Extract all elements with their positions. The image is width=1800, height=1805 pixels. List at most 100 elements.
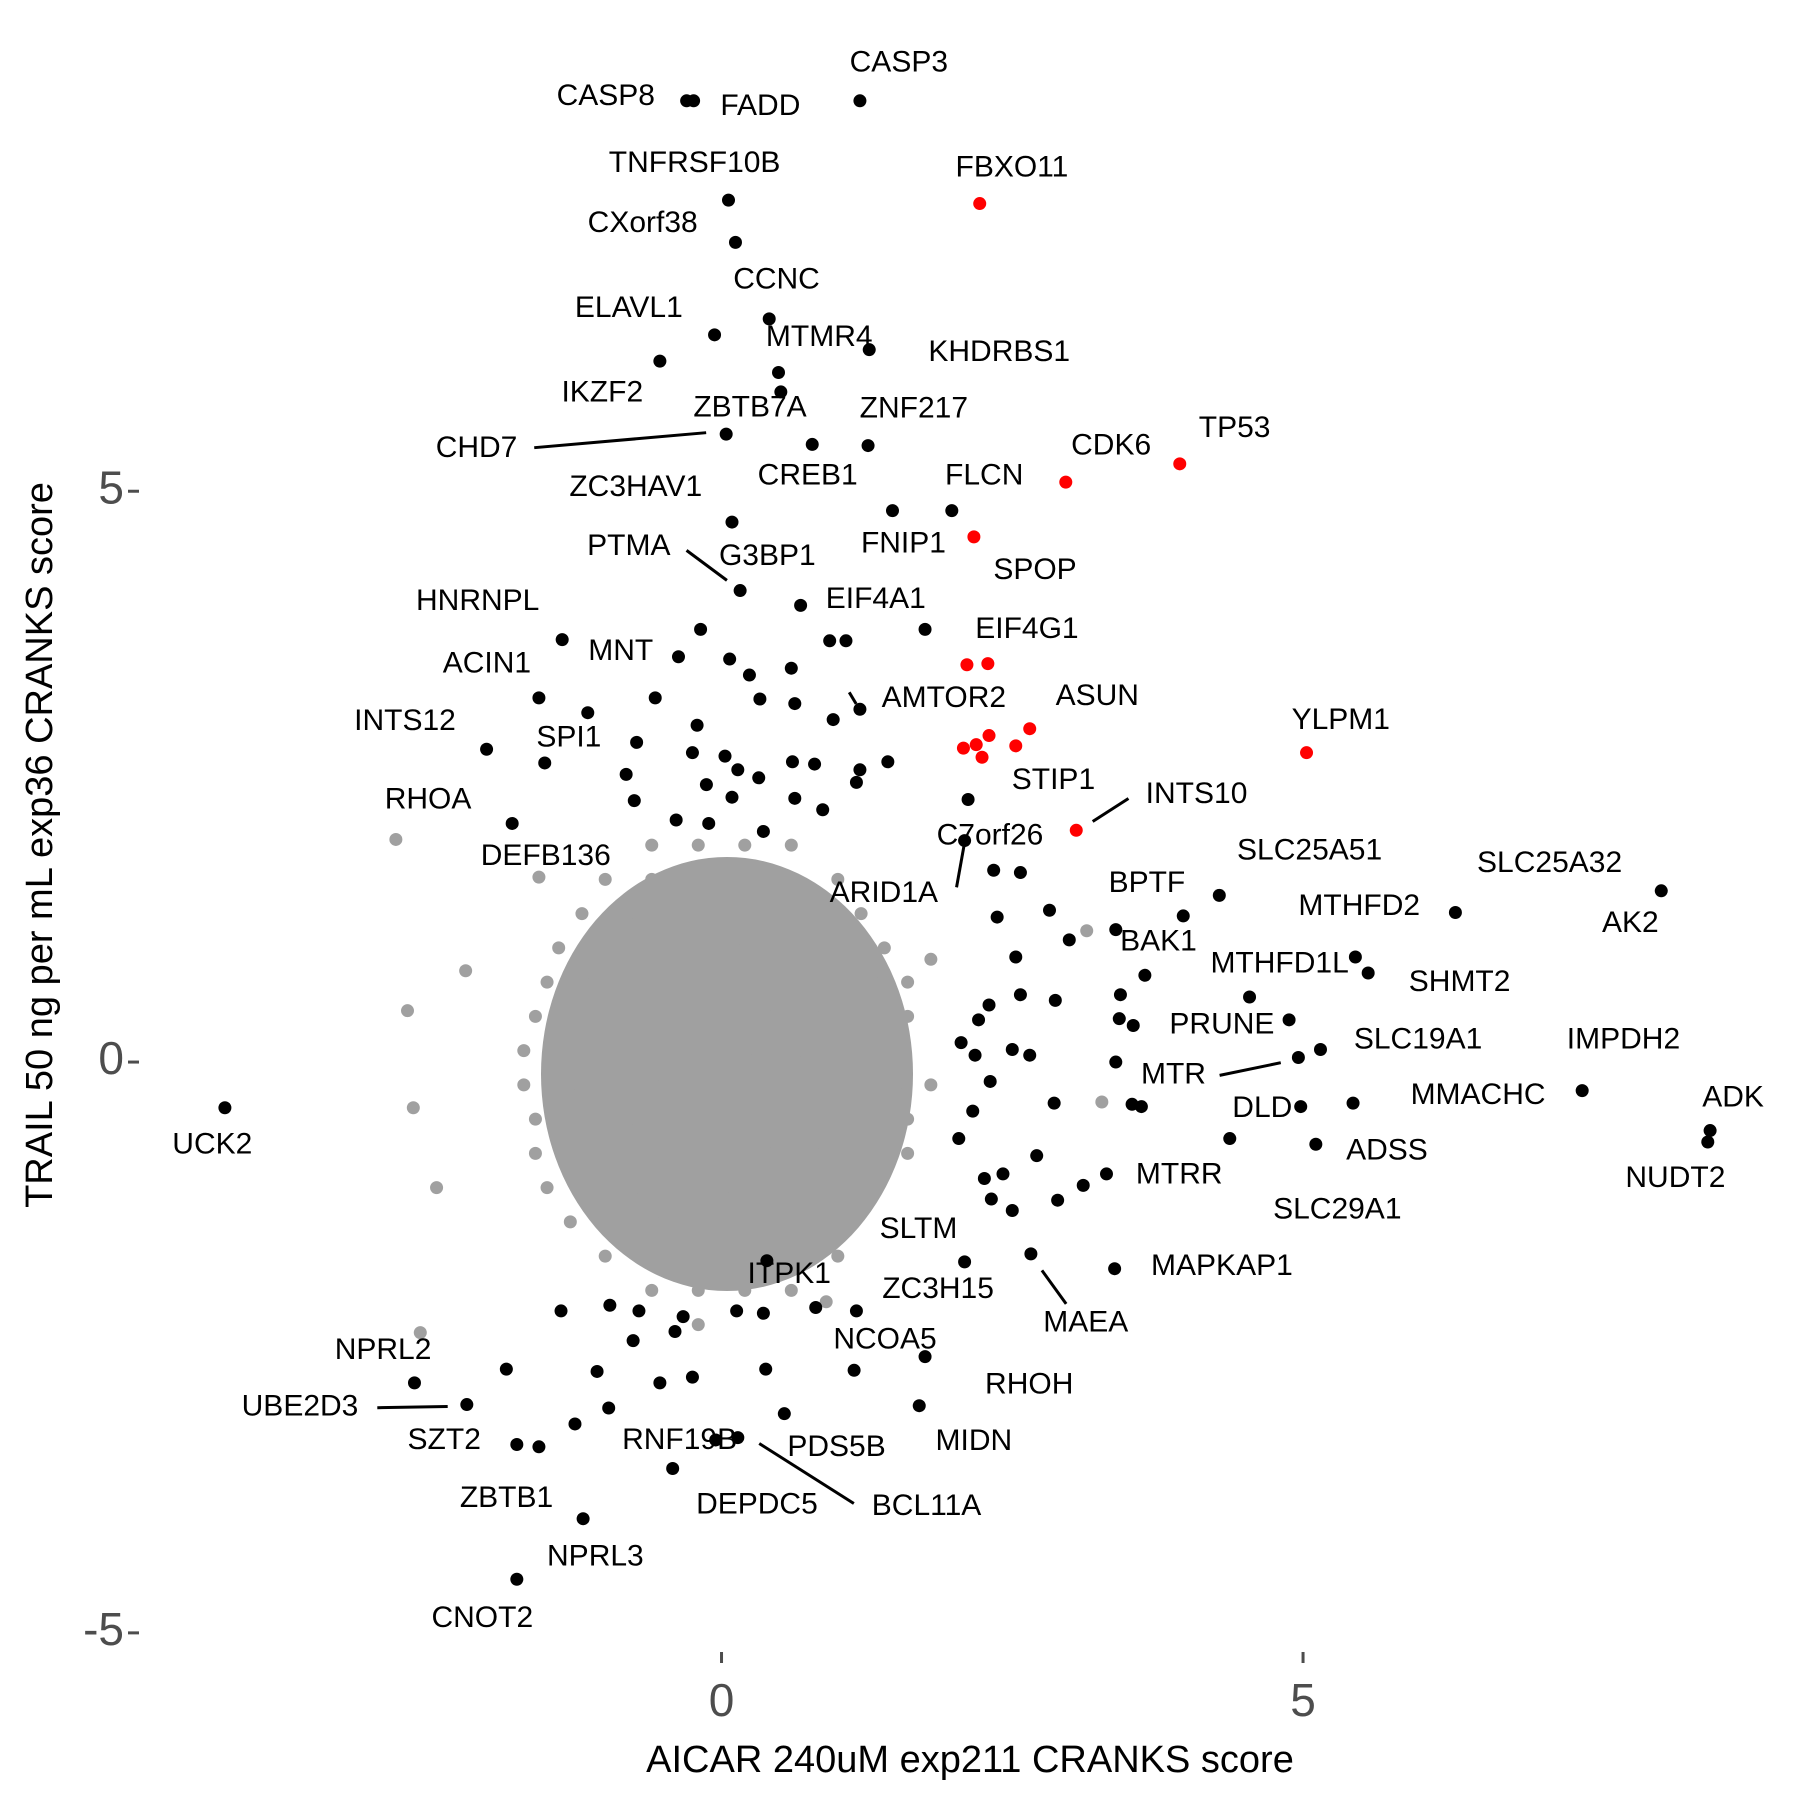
point bbox=[854, 1112, 868, 1126]
point bbox=[854, 907, 868, 921]
point bbox=[881, 755, 895, 769]
point bbox=[1294, 1100, 1308, 1114]
point-label: MMACHC bbox=[1411, 1078, 1546, 1111]
point-label: SLC25A51 bbox=[1237, 833, 1382, 866]
point bbox=[725, 515, 739, 529]
point bbox=[1009, 950, 1023, 964]
point bbox=[1005, 1042, 1019, 1056]
point bbox=[1009, 739, 1023, 753]
point bbox=[676, 1310, 690, 1324]
point-label: CASP3 bbox=[850, 45, 948, 78]
point bbox=[656, 1215, 670, 1229]
point bbox=[671, 650, 685, 664]
point-label: UCK2 bbox=[172, 1128, 252, 1161]
point-label: AMTOR2 bbox=[882, 681, 1006, 714]
point-label: EIF4A1 bbox=[826, 582, 926, 615]
point bbox=[598, 941, 612, 955]
point-label: MTR bbox=[1141, 1057, 1206, 1090]
point bbox=[760, 1254, 774, 1268]
point bbox=[796, 1215, 810, 1229]
point bbox=[666, 1461, 680, 1475]
point bbox=[540, 1181, 554, 1195]
point-label: BCL11A bbox=[872, 1489, 982, 1522]
point bbox=[956, 741, 970, 755]
point bbox=[854, 1009, 868, 1023]
point bbox=[730, 1304, 744, 1318]
leader-line bbox=[1040, 1269, 1068, 1305]
point bbox=[1023, 722, 1037, 736]
point bbox=[563, 1078, 577, 1092]
point bbox=[1013, 988, 1027, 1002]
point bbox=[568, 1417, 582, 1431]
point bbox=[785, 755, 799, 769]
point-label: SPI1 bbox=[536, 720, 601, 753]
point bbox=[972, 1013, 986, 1027]
point bbox=[1346, 1096, 1360, 1110]
point bbox=[738, 941, 752, 955]
point bbox=[987, 863, 1001, 877]
point bbox=[968, 1048, 982, 1062]
point bbox=[808, 1112, 822, 1126]
point-label: SZT2 bbox=[408, 1423, 481, 1456]
point-label: ASUN bbox=[1056, 679, 1139, 712]
point bbox=[975, 750, 989, 764]
point bbox=[510, 1572, 524, 1586]
point bbox=[575, 1009, 589, 1023]
point-label: ZNF217 bbox=[860, 392, 968, 425]
point bbox=[1043, 903, 1056, 917]
leader-line bbox=[847, 691, 858, 705]
point-label: G3BP1 bbox=[719, 539, 816, 572]
point bbox=[680, 1181, 694, 1195]
point bbox=[687, 94, 701, 108]
point bbox=[1024, 1247, 1038, 1261]
x-axis-title: AICAR 240uM exp211 CRANKS score bbox=[646, 1739, 1294, 1781]
point bbox=[699, 778, 713, 792]
point-label: ZC3HAV1 bbox=[569, 470, 702, 503]
point bbox=[581, 706, 595, 720]
point bbox=[685, 1370, 699, 1384]
dense-cloud bbox=[541, 857, 913, 1291]
point bbox=[756, 1306, 770, 1320]
point bbox=[853, 763, 867, 777]
y-tick-label: 0 bbox=[98, 1032, 124, 1084]
point bbox=[862, 343, 876, 357]
point bbox=[563, 1044, 577, 1058]
point bbox=[668, 1146, 682, 1160]
point bbox=[691, 1283, 705, 1297]
point-label: CASP8 bbox=[557, 79, 655, 112]
point bbox=[1138, 968, 1152, 982]
point bbox=[1243, 990, 1257, 1004]
x-tick-label: 5 bbox=[1290, 1674, 1316, 1726]
point bbox=[826, 713, 840, 727]
point-label: RNF19B bbox=[622, 1423, 737, 1456]
point bbox=[761, 1009, 775, 1023]
point-label: CDK6 bbox=[1071, 428, 1151, 461]
point bbox=[958, 1255, 972, 1269]
point bbox=[653, 1376, 667, 1390]
point-label: KHDRBS1 bbox=[928, 335, 1070, 368]
point bbox=[889, 1044, 903, 1058]
point bbox=[866, 1181, 880, 1195]
point bbox=[1212, 888, 1226, 902]
point bbox=[756, 824, 770, 838]
point bbox=[1348, 950, 1362, 964]
point bbox=[728, 235, 742, 249]
point bbox=[715, 1009, 729, 1023]
point bbox=[694, 622, 708, 636]
point bbox=[528, 1009, 542, 1023]
point bbox=[653, 354, 667, 368]
point bbox=[849, 775, 863, 789]
point bbox=[540, 975, 554, 989]
point bbox=[918, 622, 932, 636]
point bbox=[680, 975, 694, 989]
point-label: DEFB136 bbox=[481, 839, 611, 872]
point-label: DEPDC5 bbox=[696, 1488, 818, 1521]
point bbox=[626, 1334, 640, 1348]
point bbox=[753, 692, 767, 706]
point bbox=[901, 1112, 915, 1126]
point bbox=[702, 816, 716, 830]
point bbox=[1654, 884, 1668, 898]
point bbox=[715, 1146, 729, 1160]
point bbox=[731, 1431, 745, 1445]
